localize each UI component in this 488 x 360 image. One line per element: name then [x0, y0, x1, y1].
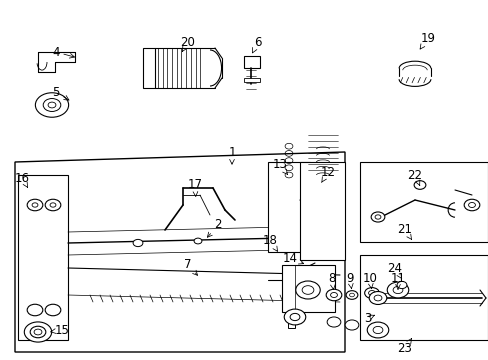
Circle shape [194, 238, 202, 244]
Circle shape [326, 317, 340, 327]
Circle shape [284, 309, 305, 325]
Circle shape [364, 288, 379, 298]
Text: 1: 1 [228, 145, 235, 164]
Bar [244, 56, 260, 68]
Text: 16: 16 [15, 171, 29, 188]
Polygon shape [267, 162, 309, 252]
Circle shape [27, 199, 43, 211]
Text: 5: 5 [52, 85, 69, 100]
Text: 9: 9 [346, 271, 353, 289]
Text: 13: 13 [272, 158, 287, 175]
Text: 21: 21 [397, 224, 412, 239]
Circle shape [463, 199, 479, 211]
Text: 18: 18 [262, 234, 277, 251]
Text: 6: 6 [252, 36, 261, 53]
Bar [359, 162, 487, 242]
Circle shape [45, 304, 61, 316]
Text: 12: 12 [320, 166, 335, 183]
Text: 11: 11 [390, 271, 405, 289]
Bar [244, 78, 260, 82]
Circle shape [370, 212, 384, 222]
Bar [359, 255, 487, 340]
Text: 24: 24 [386, 261, 402, 279]
Circle shape [43, 99, 61, 112]
Bar [282, 265, 334, 312]
Polygon shape [299, 162, 345, 260]
Text: 7: 7 [184, 258, 197, 275]
Circle shape [366, 322, 388, 338]
Bar [287, 322, 294, 328]
Circle shape [133, 239, 142, 247]
Text: 17: 17 [187, 179, 202, 197]
Circle shape [396, 282, 406, 289]
Text: 8: 8 [327, 271, 335, 289]
Circle shape [368, 292, 386, 305]
Text: 14: 14 [282, 252, 303, 265]
Text: 10: 10 [362, 271, 377, 289]
Circle shape [346, 291, 357, 299]
Text: 15: 15 [50, 324, 69, 337]
Circle shape [325, 289, 341, 301]
Text: 20: 20 [180, 36, 195, 51]
Circle shape [295, 281, 320, 299]
Text: 2: 2 [207, 219, 221, 237]
Text: 4: 4 [52, 45, 74, 58]
Text: 3: 3 [364, 311, 374, 324]
Circle shape [24, 322, 52, 342]
Circle shape [45, 199, 61, 211]
Circle shape [386, 282, 408, 298]
Polygon shape [142, 48, 155, 88]
Circle shape [35, 93, 68, 117]
Text: 19: 19 [419, 31, 435, 49]
Text: 22: 22 [407, 168, 422, 186]
Text: 23: 23 [397, 338, 411, 355]
Circle shape [413, 181, 425, 189]
Circle shape [27, 304, 43, 316]
Circle shape [345, 320, 358, 330]
Circle shape [30, 326, 46, 338]
